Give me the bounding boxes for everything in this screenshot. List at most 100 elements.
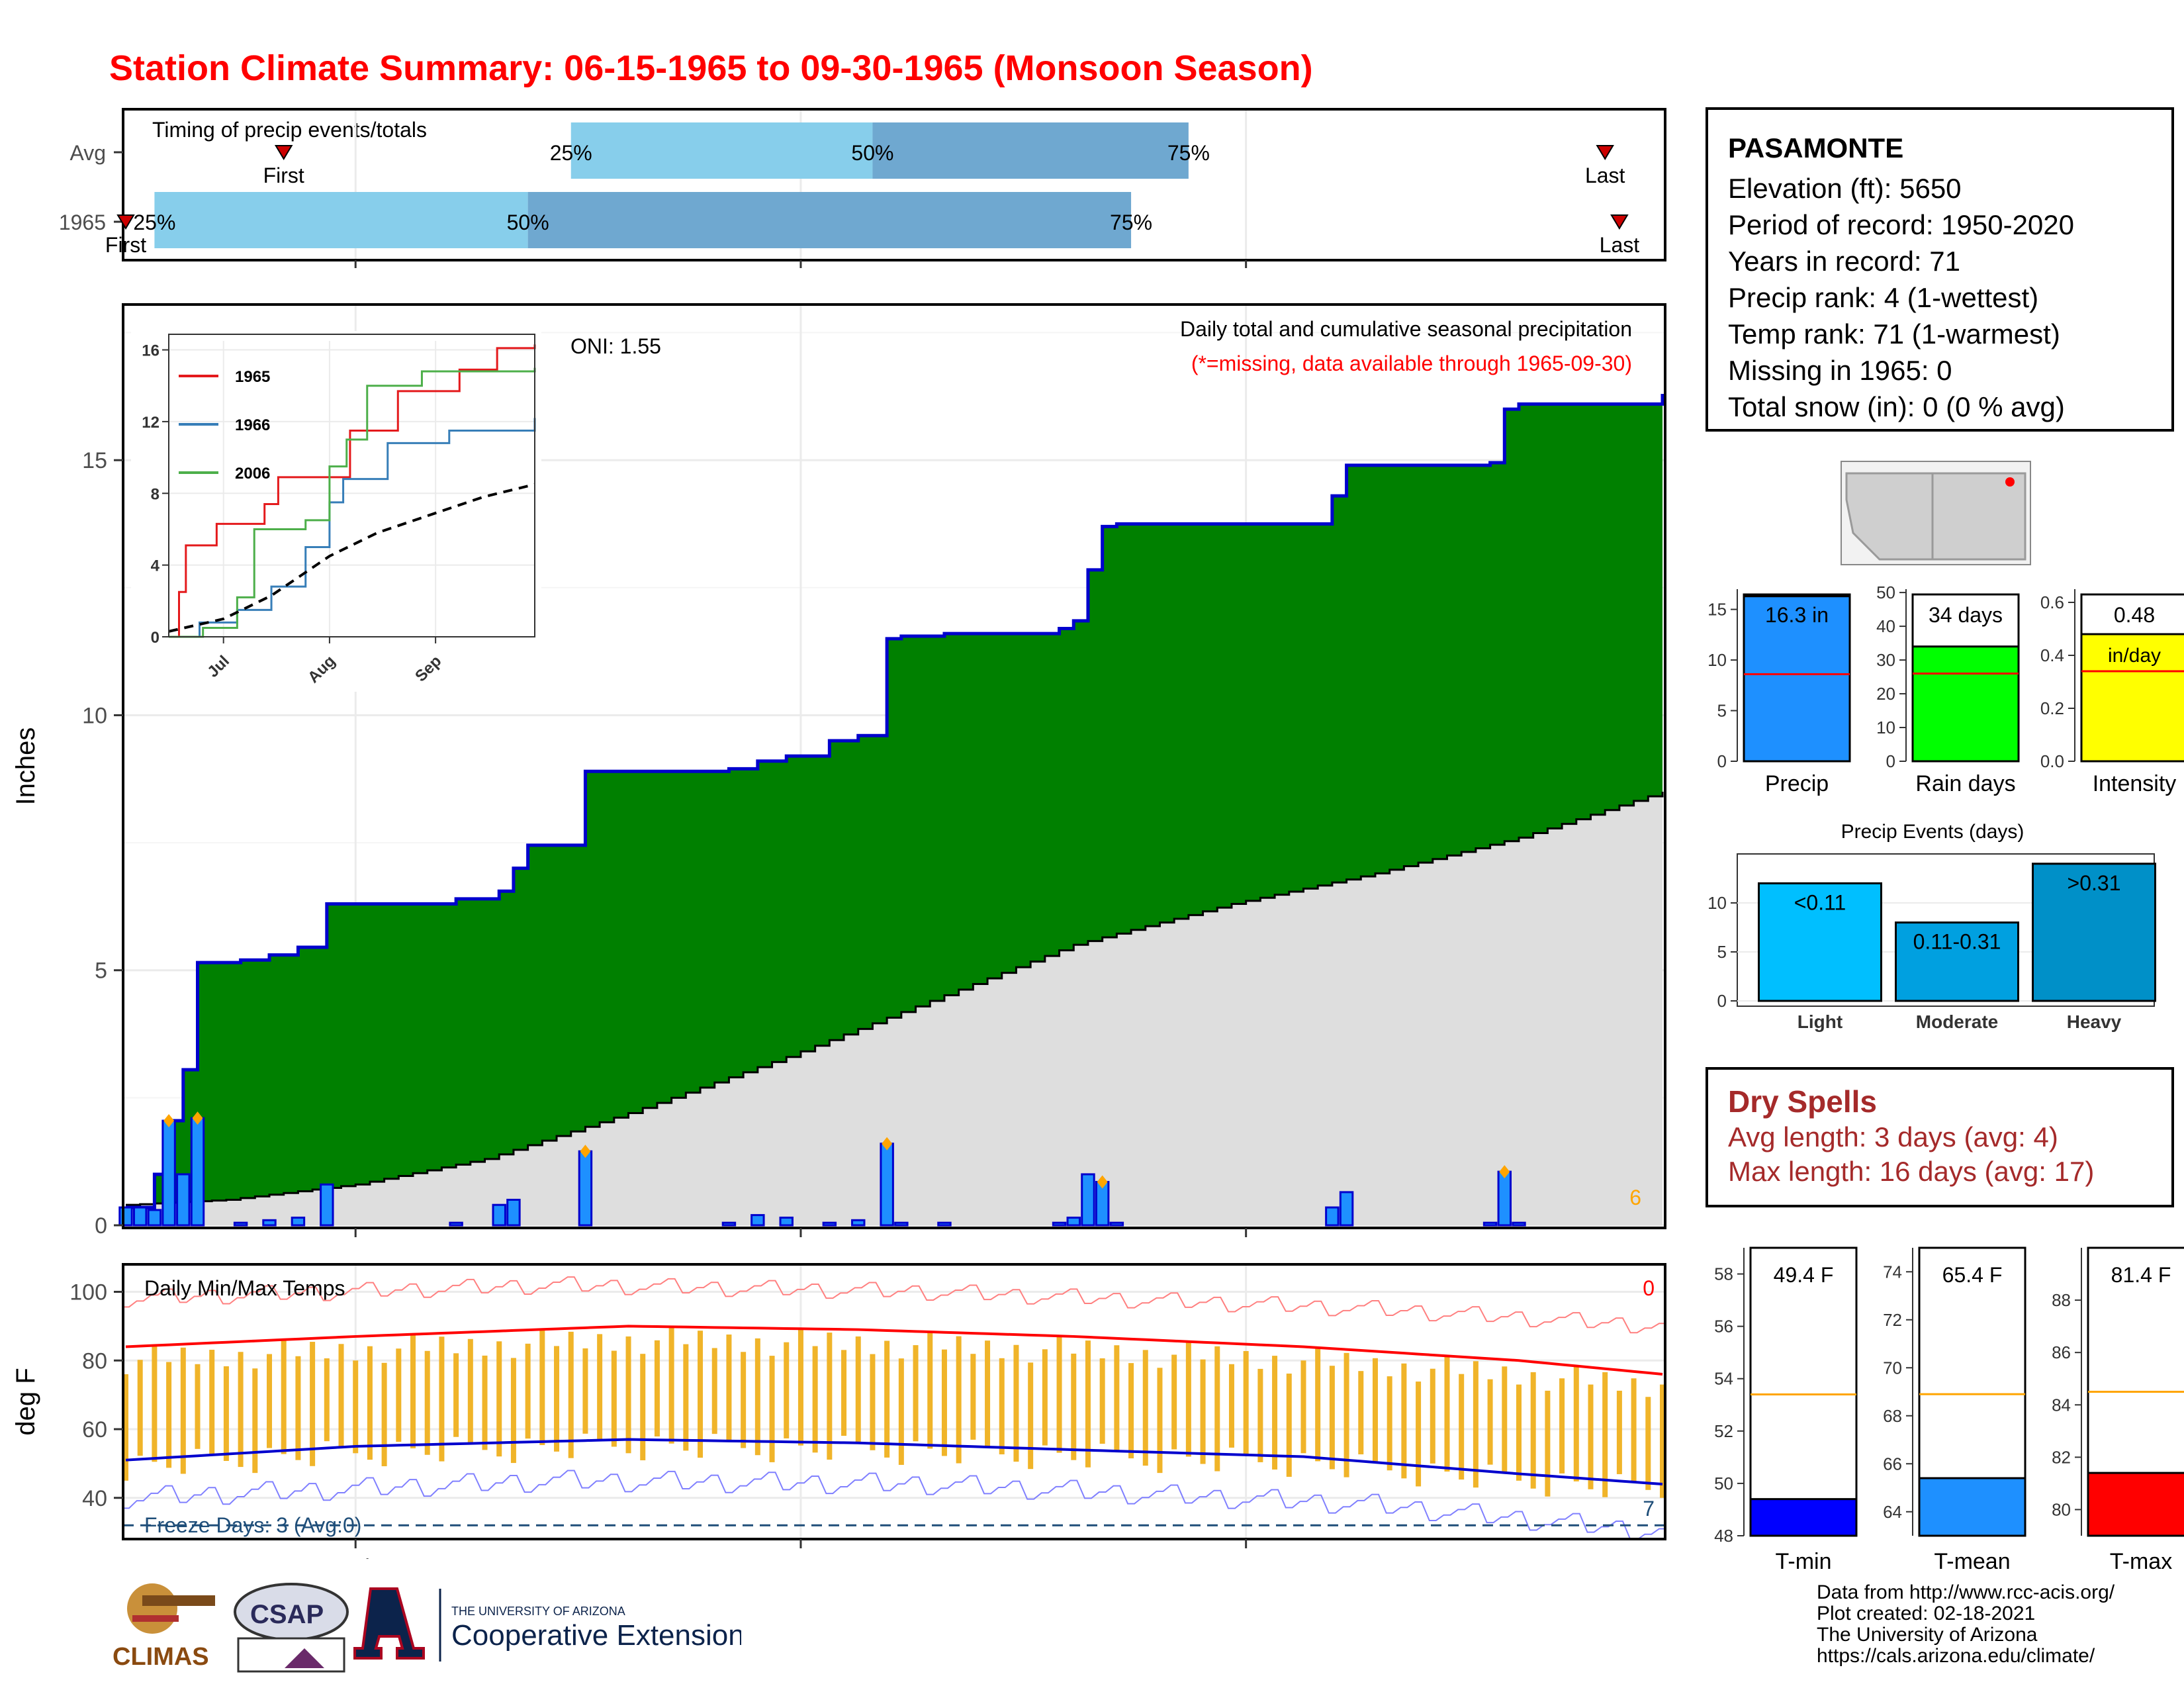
credit-source: Data from http://www.rcc-acis.org/ [1817,1581,2115,1603]
daily-temp-bar [1616,1390,1622,1474]
daily-precip-bar [118,1206,133,1227]
daily-temp-bar [1416,1382,1422,1487]
climas-text: CLIMAS [113,1643,209,1671]
minibar-tick-label: 0 [1886,751,1895,771]
events-bar-value: >0.31 [2068,871,2121,895]
daily-temp-bar [324,1358,330,1442]
tempbar-value-label: 81.4 F [2111,1263,2171,1287]
daily-temp-bar [841,1350,847,1436]
timing-row-label: Avg [69,141,106,165]
daily-precip-bar [1052,1221,1067,1227]
daily-precip-bar [1081,1173,1095,1227]
extreme-count-label: 6 [1629,1186,1641,1209]
daily-temp-bar [410,1334,416,1448]
daily-precip-bar [851,1219,866,1227]
inset-frame [168,334,535,637]
daily-temp-bar [1660,1384,1665,1498]
daily-temp-bar [1071,1353,1077,1460]
ua-big-text: Cooperative Extension [451,1619,741,1652]
tempbar-tick-label: 58 [1714,1264,1733,1284]
timing-bar-50-75 [872,122,1189,179]
daily-temp-bar [568,1331,574,1458]
daily-temp-bar [1142,1350,1148,1466]
daily-temp-bar [1631,1378,1637,1482]
timing-last-marker [1596,145,1614,160]
daily-temp-bar [137,1360,143,1456]
events-title: Precip Events (days) [1841,821,2025,843]
daily-temp-bar [741,1352,747,1448]
daily-temp-bar [1315,1347,1321,1462]
extreme-day-marker [580,1145,591,1158]
cumulative-avg-line [126,792,1664,1206]
daily-precip-bar [721,1221,737,1227]
daily-temp-bar [884,1340,890,1458]
daily-precip-bar [880,1143,894,1227]
daily-temp-bar [152,1345,158,1462]
daily-precip-bar [1066,1216,1081,1227]
hot-days-count: 0 [1643,1276,1655,1300]
daily-precip-bar [161,1119,176,1227]
main-y-axis-label: Inches [11,727,40,806]
daily-temp-bar [353,1360,359,1454]
daily-temp-bar [238,1352,244,1468]
dry-spells-avg: Avg length: 3 days (avg: 4) [1728,1121,2058,1152]
daily-precip-bar [492,1203,506,1227]
tempbar-tick-label: 82 [2052,1447,2071,1467]
extreme-day-marker [1097,1175,1108,1189]
events-tick-label: 0 [1717,991,1727,1011]
daily-temp-bar [956,1336,962,1464]
daily-temp-bar [1530,1372,1536,1489]
daily-temp-bar [1171,1354,1177,1450]
page-title: Station Climate Summary: 06-15-1965 to 0… [109,48,1313,88]
timing-label: Timing of precip events/totals [152,118,427,142]
timing-bar-50-75 [527,192,1132,248]
daily-precip-bar [1497,1170,1512,1227]
locator-map [1841,461,2031,565]
credit-url: https://cals.arizona.edu/climate/ [1817,1645,2095,1667]
daily-temp-bar [496,1341,502,1457]
ua-small-text: THE UNIVERSITY OF ARIZONA [451,1605,625,1618]
daily-temp-bar [1272,1356,1278,1470]
minibar-value-bar [1911,645,2020,763]
minibar-label: Rain days [1915,771,2015,796]
timing-first-marker [116,214,135,230]
daily-precip-bar [937,1221,952,1227]
minibar-label: Intensity [2093,771,2177,796]
csap-logo: CSAP [234,1583,349,1673]
inset-y-tick-label: 4 [151,557,160,575]
daily-precip-bar [506,1198,521,1227]
daily-precip-bar [147,1209,162,1227]
inset-legend-label-1965: 1965 [235,368,270,386]
daily-temp-bar [1430,1368,1435,1464]
credit-university: The University of Arizona [1817,1624,2038,1646]
record-min-line [122,1470,1666,1541]
oni-label: ONI: 1.55 [570,334,661,358]
station-years: Years in record: 71 [1728,246,1960,277]
station-missing: Missing in 1965: 0 [1728,355,1952,386]
daily-temp-bar [941,1349,947,1456]
dry-spells-max: Max length: 16 days (avg: 17) [1728,1156,2095,1187]
daily-temp-bar [1459,1374,1465,1480]
extreme-day-marker [882,1137,893,1150]
daily-temp-bar [769,1356,775,1462]
timing-bar-25-50 [154,192,528,248]
daily-precip-bar [449,1221,463,1227]
ua-logo: THE UNIVERSITY OF ARIZONA Cooperative Ex… [353,1587,741,1662]
daily-temp-bar [281,1339,287,1454]
tempbar-tick-label: 64 [1883,1502,1902,1522]
timing-first-label: First [105,233,146,257]
daily-temp-bar [870,1354,876,1450]
temp-y-tick-label: 60 [82,1417,107,1442]
daily-temp-bar [1085,1340,1091,1468]
daily-temp-bar [754,1338,760,1456]
tempbar-tick-label: 70 [1883,1358,1902,1378]
daily-precip-bar [779,1216,794,1227]
minibar-tick-label: 0.2 [2040,698,2064,718]
daily-temp-bar [1028,1362,1034,1470]
tempbar-tick-label: 48 [1714,1526,1733,1546]
daily-temp-bar [1099,1358,1105,1444]
minibar-tick-label: 15 [1707,600,1727,620]
temp-y-axis-label: deg F [11,1368,40,1435]
daily-temp-bar [338,1344,344,1448]
main-y-tick-label: 0 [95,1213,107,1239]
